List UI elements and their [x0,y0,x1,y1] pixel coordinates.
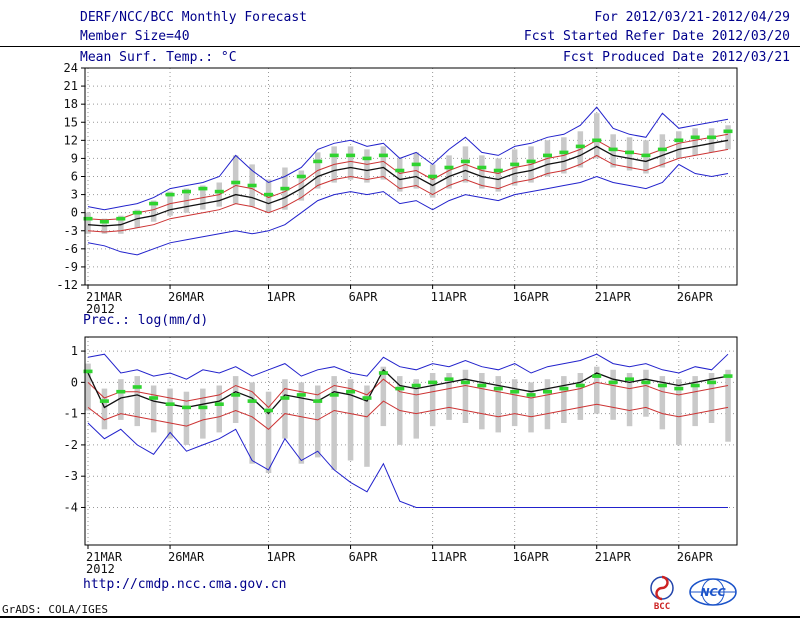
forecast-range-label: For 2012/03/21-2012/04/29 [594,10,790,25]
svg-text:0: 0 [71,375,78,389]
svg-text:1APR: 1APR [267,290,297,304]
ensemble-median [87,368,729,415]
svg-text:1: 1 [71,344,78,358]
svg-text:-12: -12 [56,278,78,292]
upper-quartile [87,133,729,221]
ncc-logo-icon: NCC [689,578,737,606]
bcc-logo-icon: BCC [650,575,674,612]
header-divider [0,46,800,47]
ncc-logo-text: NCC [700,586,725,599]
svg-text:21MAR: 21MAR [86,290,123,304]
page-title: DERF/NCC/BCC Monthly Forecast [80,10,307,25]
member-size-label: Member Size=40 [80,29,190,44]
svg-text:-1: -1 [64,407,78,421]
svg-text:16APR: 16APR [513,550,550,564]
svg-text:12: 12 [64,133,78,147]
svg-text:26MAR: 26MAR [168,550,205,564]
fcst-produced-label: Fcst Produced Date 2012/03/21 [563,50,790,65]
svg-text:24: 24 [64,61,78,75]
svg-text:6APR: 6APR [349,290,379,304]
precipitation-chart: 1 0 -1 -2 -3 -4 21MAR 26MAR 1APR 6APR 11APR 16APR 21… [64,336,738,576]
ensemble-median [87,139,729,227]
svg-text:9: 9 [71,151,78,165]
svg-text:6APR: 6APR [349,550,379,564]
svg-text:21APR: 21APR [595,550,632,564]
svg-text:6: 6 [71,170,78,184]
svg-text:-3: -3 [64,224,78,238]
svg-text:11APR: 11APR [431,290,468,304]
svg-text:21MAR: 21MAR [86,550,123,564]
ensemble-min [87,163,729,256]
svg-text:11APR: 11APR [431,550,468,564]
fcst-started-label: Fcst Started Refer Date 2012/03/20 [523,29,790,44]
svg-text:-3: -3 [64,469,78,483]
temperature-chart: 24 21 18 15 12 9 6 3 0 -3 -6 -9 -12 21MAR 26MAR 1APR 6AP… [56,61,738,316]
svg-text:21APR: 21APR [595,290,632,304]
ensemble-spread-bar [85,113,731,234]
svg-text:2012: 2012 [86,562,115,576]
ensemble-spread-bar [85,363,731,473]
svg-text:16APR: 16APR [513,290,550,304]
source-url: http://cmdp.ncc.cma.gov.cn [83,577,287,592]
svg-text:-2: -2 [64,438,78,452]
svg-text:26MAR: 26MAR [168,290,205,304]
ensemble-mean-marker [83,369,733,413]
svg-text:-4: -4 [64,500,78,514]
ensemble-max [87,106,729,211]
svg-text:-6: -6 [64,242,78,256]
svg-text:3: 3 [71,188,78,202]
lower-quartile [87,400,729,430]
precipitation-chart-title: Prec.: log(mm/d) [83,313,209,328]
svg-text:26APR: 26APR [677,290,714,304]
svg-text:0: 0 [71,206,78,220]
lower-quartile [87,148,729,233]
bcc-logo-text: BCC [654,602,670,612]
temperature-chart-title: Mean Surf. Temp.: °C [80,50,237,65]
svg-text:15: 15 [64,115,78,129]
svg-text:26APR: 26APR [677,550,714,564]
svg-text:2012: 2012 [86,302,115,316]
bottom-border [0,616,800,618]
ensemble-min [87,422,728,508]
svg-text:1APR: 1APR [267,550,297,564]
upper-quartile [87,378,729,409]
svg-text:18: 18 [64,97,78,111]
ensemble-mean-marker [83,129,733,224]
ensemble-max [87,353,729,380]
svg-text:21: 21 [64,79,78,93]
svg-text:-9: -9 [64,260,78,274]
grads-credit-label: GrADS: COLA/IGES [2,603,108,616]
